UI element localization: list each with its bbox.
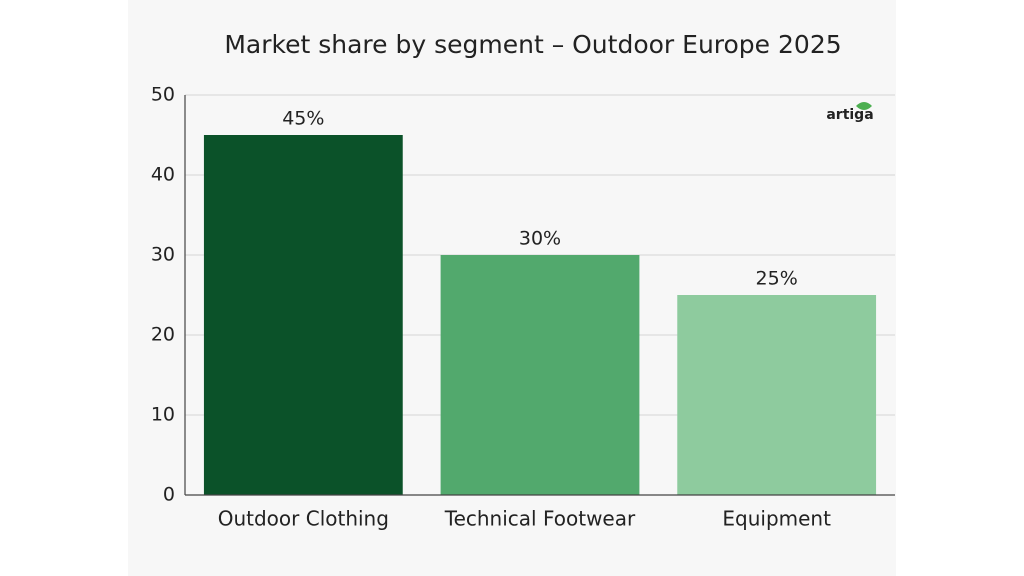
value-label: 25% bbox=[756, 268, 798, 290]
value-label: 45% bbox=[282, 108, 324, 130]
logo-leaf bbox=[856, 102, 872, 110]
y-tick-label: 0 bbox=[163, 484, 175, 506]
bar bbox=[677, 295, 877, 495]
y-tick-label: 50 bbox=[151, 84, 175, 106]
bar bbox=[440, 255, 640, 495]
y-tick-label: 40 bbox=[151, 164, 175, 186]
y-tick-label: 30 bbox=[151, 244, 175, 266]
bar bbox=[203, 135, 403, 495]
value-label: 30% bbox=[519, 228, 561, 250]
logo: artiga bbox=[826, 107, 873, 123]
y-tick-label: 20 bbox=[151, 324, 175, 346]
y-tick-label: 10 bbox=[151, 404, 175, 426]
chart-title: Market share by segment – Outdoor Europe… bbox=[224, 30, 841, 59]
x-tick-label: Equipment bbox=[722, 507, 831, 531]
x-tick-label: Outdoor Clothing bbox=[218, 507, 389, 531]
x-tick-label: Technical Footwear bbox=[444, 507, 636, 531]
